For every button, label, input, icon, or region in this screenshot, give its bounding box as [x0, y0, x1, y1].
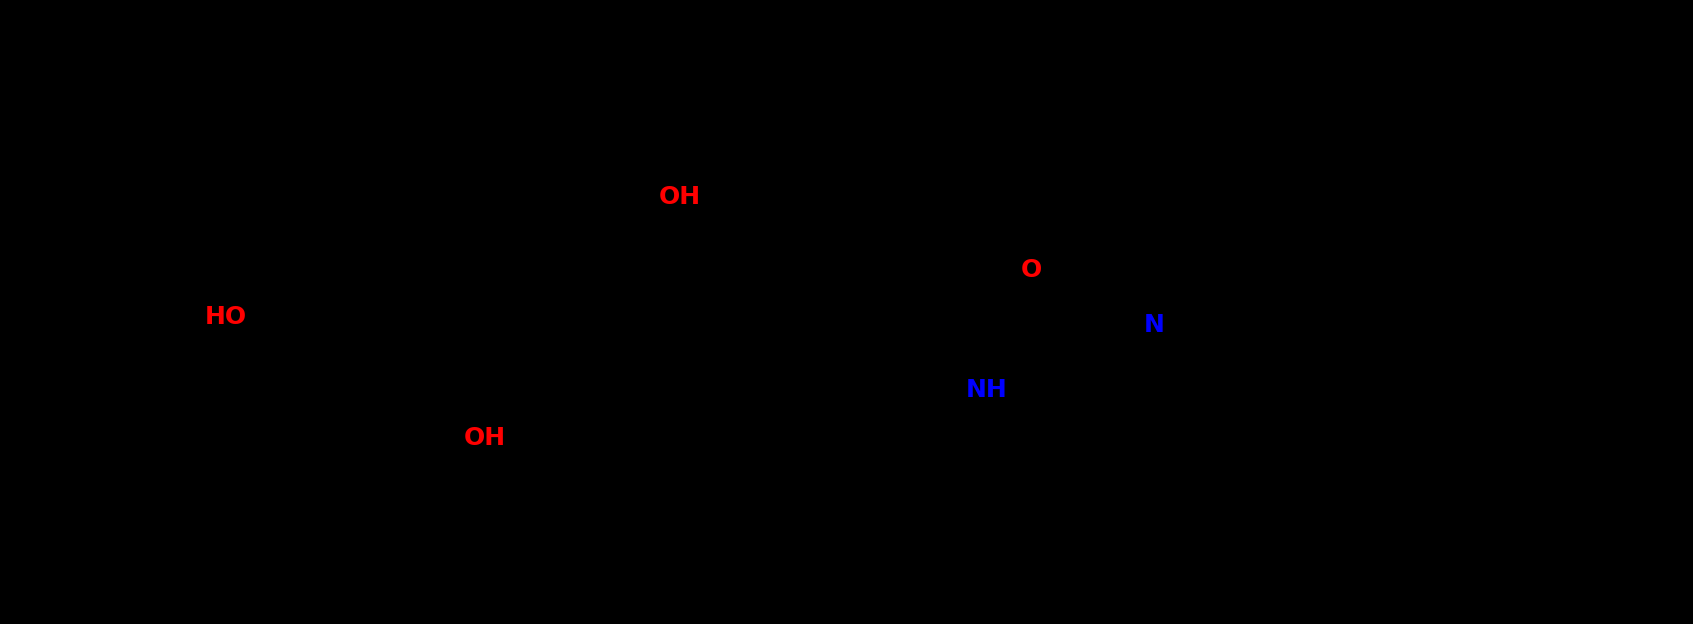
- Text: HO: HO: [205, 305, 247, 329]
- Text: O: O: [1021, 258, 1043, 281]
- Text: N: N: [1143, 313, 1165, 337]
- Text: OH: OH: [659, 185, 701, 209]
- Text: OH: OH: [464, 426, 506, 451]
- Text: NH: NH: [965, 378, 1007, 402]
